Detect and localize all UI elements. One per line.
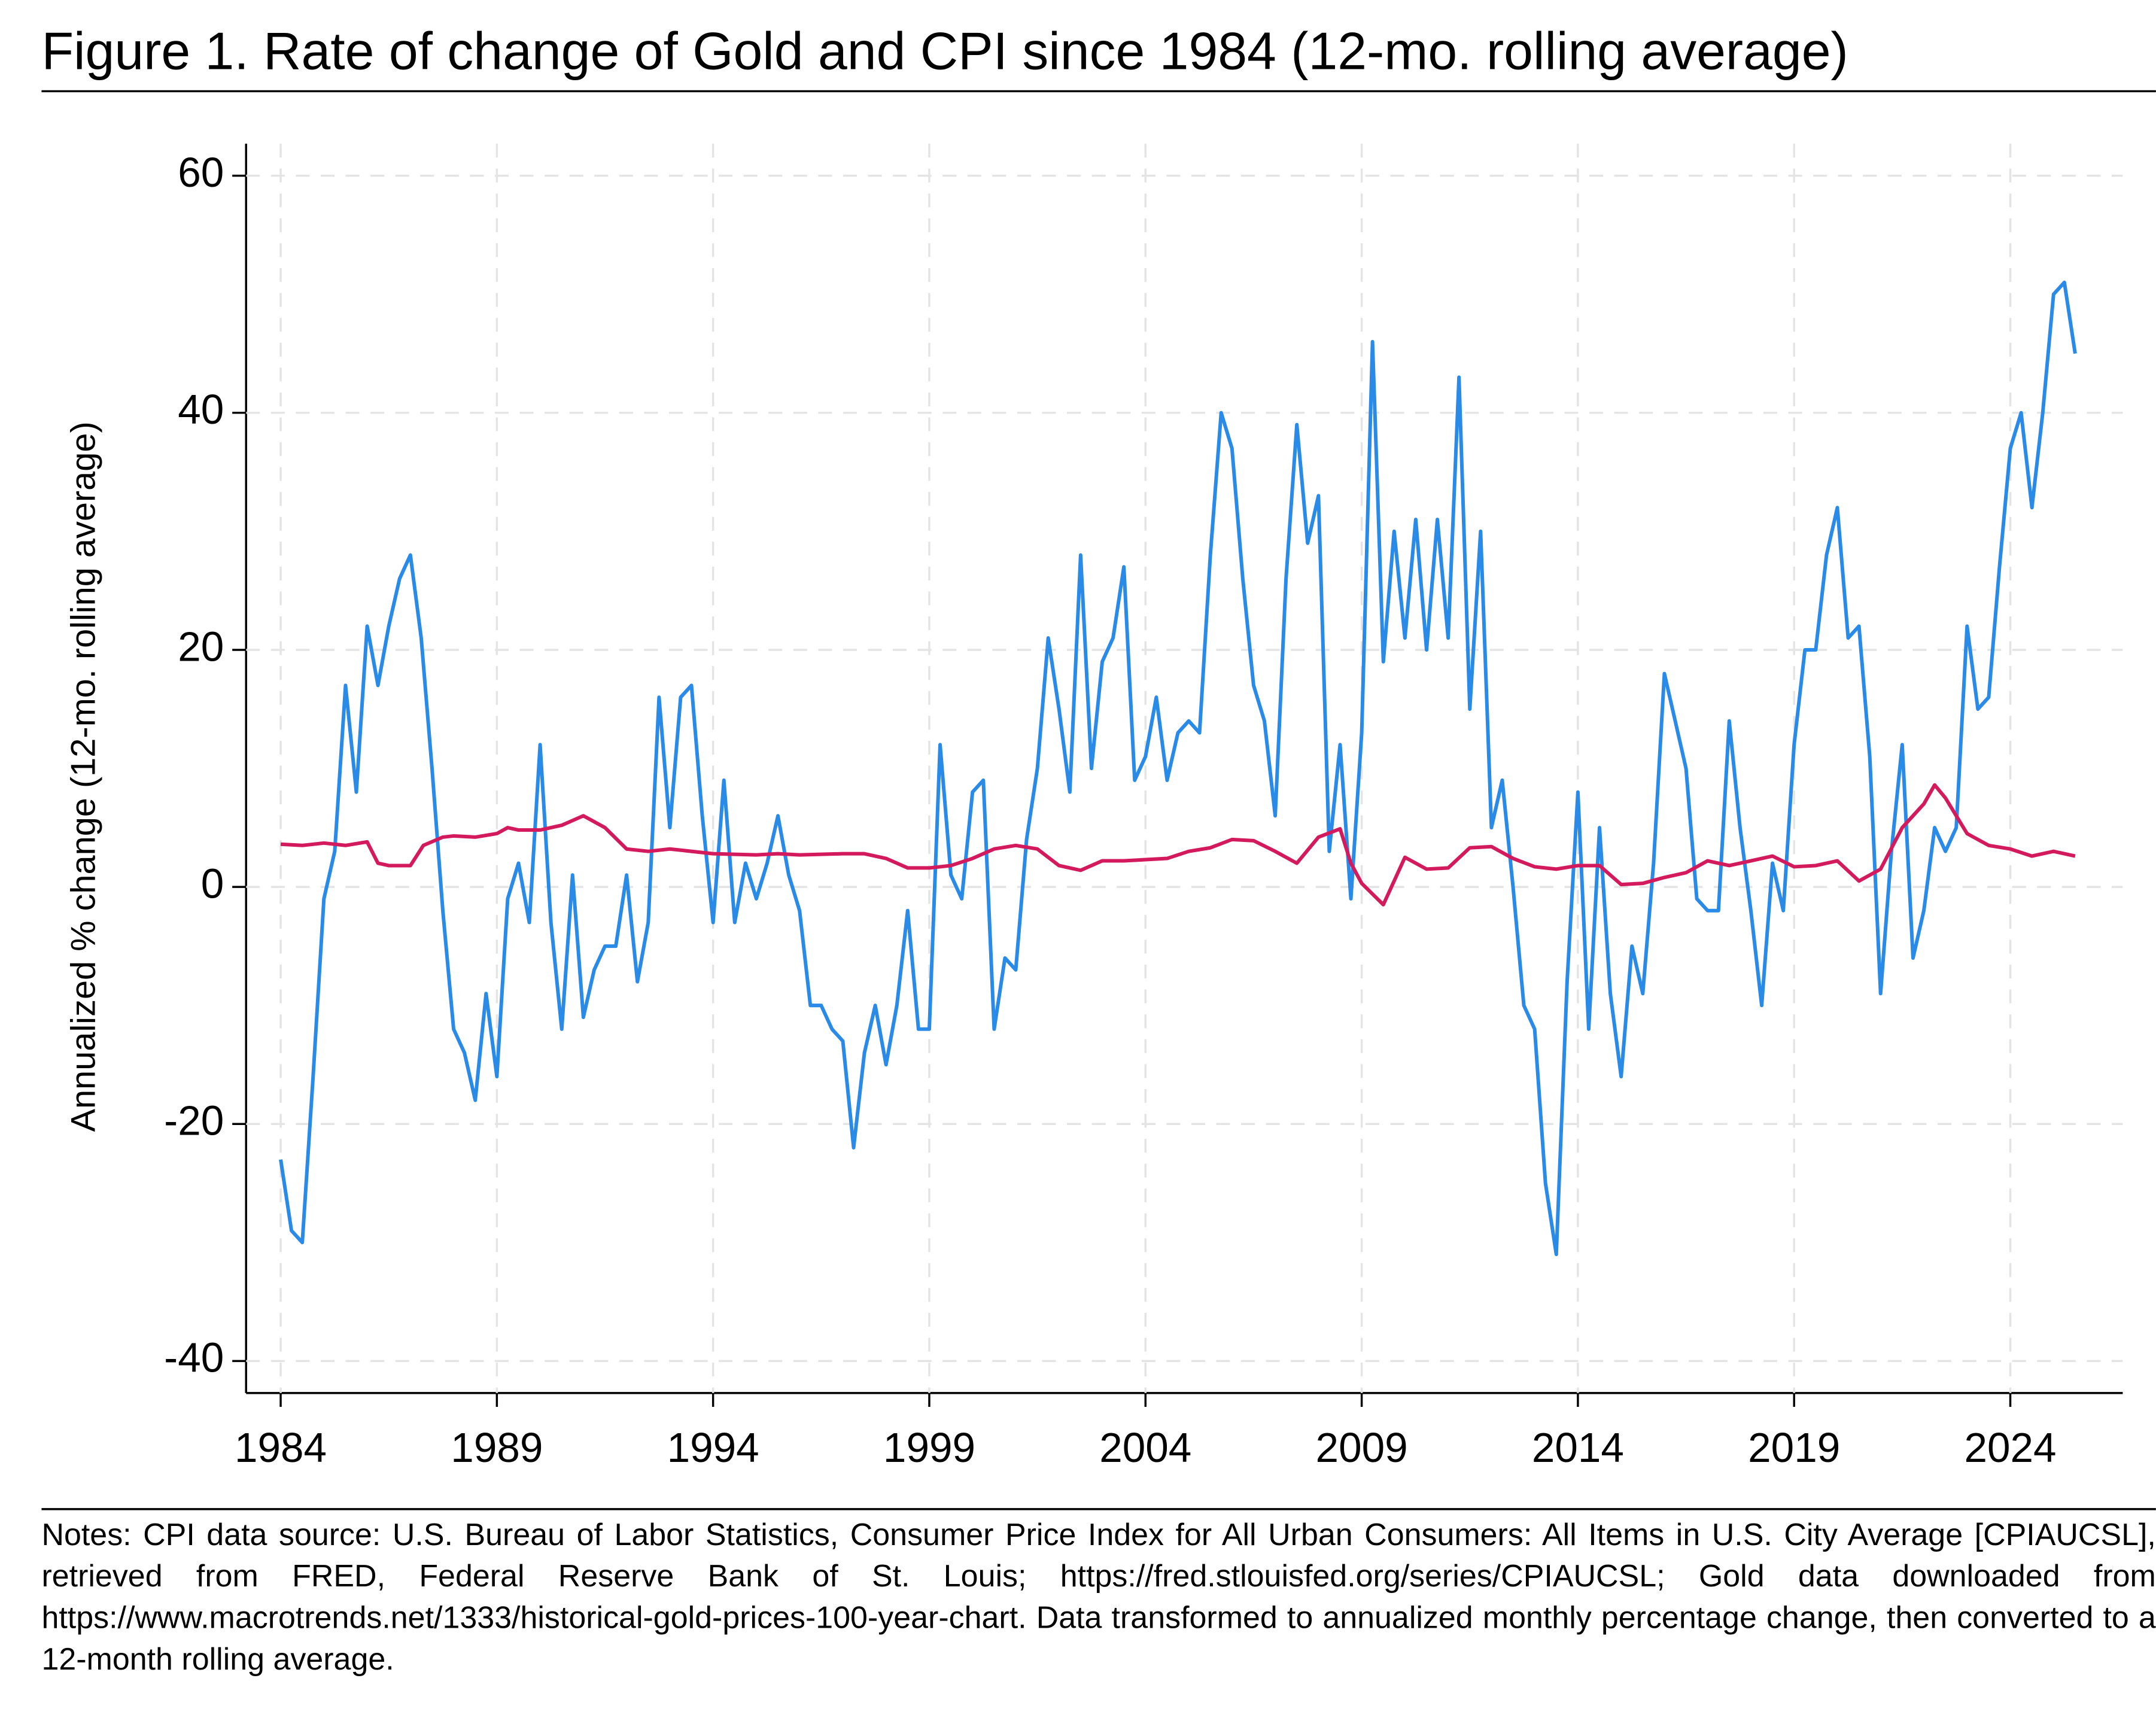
x-tick-label: 2019 bbox=[1748, 1424, 1840, 1471]
y-axis-label: Annualized % change (12-mo. rolling aver… bbox=[65, 421, 103, 1132]
plot bbox=[279, 280, 2077, 1257]
notes-box: Notes: CPI data source: U.S. Bureau of L… bbox=[41, 1517, 2156, 1677]
x-tick-label: 1984 bbox=[235, 1424, 327, 1471]
chart-title: Figure 1. Rate of change of Gold and CPI… bbox=[41, 22, 1848, 81]
x-tick-label: 1999 bbox=[883, 1424, 975, 1471]
x-tick-label: 2024 bbox=[1964, 1424, 2056, 1471]
x-tick-label: 2009 bbox=[1316, 1424, 1408, 1471]
y-tick-label: -40 bbox=[164, 1334, 224, 1381]
x-tick-label: 1989 bbox=[451, 1424, 543, 1471]
x-tick-label: 2014 bbox=[1532, 1424, 1624, 1471]
series-line bbox=[279, 280, 2077, 1257]
series-line bbox=[280, 783, 2076, 907]
y-tick-label: -20 bbox=[164, 1097, 224, 1144]
x-tick-label: 1994 bbox=[667, 1424, 759, 1471]
y-tick-label: 0 bbox=[201, 860, 224, 907]
y-tick-label: 60 bbox=[178, 149, 224, 196]
y-tick-label: 40 bbox=[178, 386, 224, 433]
grid: -40 -20 0 20 40 60 1984 1989 1994 1999 2004 2009 201… bbox=[164, 144, 2123, 1471]
notes: Notes: CPI data source: U.S. Bureau of L… bbox=[41, 1517, 2156, 1677]
x-tick-label: 2004 bbox=[1099, 1424, 1191, 1471]
y-tick-label: 20 bbox=[178, 623, 224, 670]
